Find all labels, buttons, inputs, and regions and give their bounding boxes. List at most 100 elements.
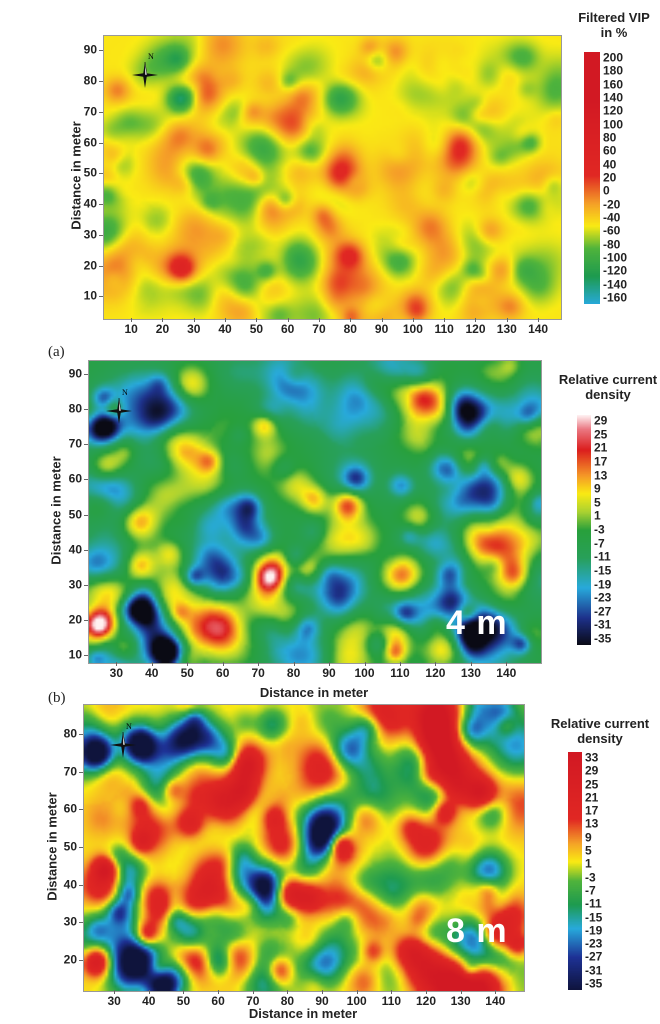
y-tick-label: 10 <box>83 288 97 303</box>
heatmap-canvas <box>89 361 541 663</box>
colorbar-tick-label: -7 <box>585 883 596 898</box>
y-tick-label: 80 <box>68 401 82 416</box>
x-tick-mark <box>183 990 185 994</box>
colorbar-tick-label: -120 <box>603 263 628 278</box>
x-tick-label: 80 <box>280 994 295 1008</box>
colorbar-tick-label: 1 <box>585 856 592 871</box>
colorbar-tick-label: 20 <box>603 170 617 185</box>
colorbar-tick-label: 9 <box>585 830 592 845</box>
y-tick-label: 40 <box>83 196 97 211</box>
y-tick-label: 30 <box>63 914 77 929</box>
colorbar-tick-label: 13 <box>585 816 599 831</box>
y-tick-label: 60 <box>83 135 97 150</box>
colorbar-tick-label: -3 <box>594 522 605 537</box>
colorbar-tick-label: -20 <box>603 197 621 212</box>
y-tick-label: 20 <box>68 612 82 627</box>
x-tick-label: 90 <box>315 994 329 1008</box>
x-tick-label: 100 <box>354 666 375 680</box>
x-tick-label: 100 <box>346 994 367 1008</box>
x-tick-label: 130 <box>460 666 481 680</box>
y-axis-label: Distance in meter <box>44 792 60 901</box>
x-tick-label: 40 <box>218 322 232 336</box>
x-tick-mark <box>329 662 331 666</box>
y-tick-mark <box>99 204 103 206</box>
y-tick-mark <box>84 444 88 446</box>
x-tick-label: 90 <box>374 322 389 336</box>
x-tick-label: 100 <box>402 322 423 336</box>
colorbar-tick-label: 29 <box>594 413 608 428</box>
colorbar <box>584 52 600 304</box>
colorbar-tick-label: 21 <box>594 440 608 455</box>
colorbar-title: Filtered VIP <box>578 10 650 25</box>
x-tick-mark <box>470 662 472 666</box>
panel-label-b: (b) <box>48 690 66 706</box>
north-arrow-label: N <box>126 722 132 731</box>
colorbar-tick-label: 180 <box>603 63 624 78</box>
x-tick-label: 60 <box>216 666 230 680</box>
colorbar-tick-label: -31 <box>585 963 603 978</box>
x-tick-label: 130 <box>450 994 471 1008</box>
x-tick-mark <box>116 662 118 666</box>
x-tick-mark <box>318 318 320 322</box>
y-tick-mark <box>99 81 103 83</box>
x-tick-mark <box>222 662 224 666</box>
x-tick-label: 120 <box>465 322 486 336</box>
x-tick-label: 50 <box>180 666 194 680</box>
colorbar-title: density <box>577 731 623 746</box>
colorbar-title: Relative current <box>550 716 650 731</box>
colorbar-tick-label: 9 <box>594 481 601 496</box>
colorbar-tick-label: -27 <box>585 949 603 964</box>
colorbar-tick-label: -140 <box>603 277 628 292</box>
north-arrow-icon <box>104 396 134 426</box>
y-tick-mark <box>79 809 83 811</box>
colorbar-tick-label: 0 <box>603 183 610 198</box>
colorbar-title: in % <box>600 25 628 40</box>
y-tick-label: 50 <box>68 507 82 521</box>
colorbar-tick-label: 160 <box>603 77 624 92</box>
depth-label: 8 m <box>446 912 508 950</box>
x-tick-mark <box>287 990 289 994</box>
colorbar-tick-label: -19 <box>585 923 603 938</box>
y-tick-label: 70 <box>63 764 77 779</box>
x-tick-mark <box>218 990 220 994</box>
y-tick-mark <box>99 142 103 144</box>
y-tick-mark <box>79 847 83 848</box>
colorbar-tick-label: 1 <box>594 508 601 523</box>
x-tick-label: 50 <box>176 994 191 1008</box>
colorbar-tick-label: 60 <box>603 143 617 158</box>
x-tick-label: 120 <box>425 666 446 680</box>
colorbar-tick-label: 25 <box>594 427 608 442</box>
north-arrow-label: N <box>148 52 154 61</box>
y-tick-mark <box>84 409 88 411</box>
x-tick-label: 140 <box>485 994 506 1008</box>
y-tick-label: 60 <box>68 471 82 486</box>
colorbar-tick-label: 17 <box>594 454 608 469</box>
y-tick-mark <box>99 111 103 113</box>
x-tick-mark <box>162 318 164 322</box>
x-tick-mark <box>381 318 383 322</box>
x-tick-mark <box>287 318 289 322</box>
colorbar-tick-label: 25 <box>585 777 599 792</box>
y-tick-label: 70 <box>83 104 97 119</box>
x-tick-mark <box>258 662 260 666</box>
x-tick-label: 50 <box>249 322 264 336</box>
x-tick-label: 40 <box>145 666 159 680</box>
x-tick-mark <box>538 318 540 322</box>
x-tick-label: 70 <box>312 322 326 336</box>
x-tick-mark <box>506 318 508 322</box>
y-tick-label: 80 <box>83 73 97 88</box>
north-arrow-label: N <box>122 388 128 397</box>
y-tick-mark <box>79 884 83 886</box>
y-axis-label: Distance in meter <box>68 121 84 230</box>
x-tick-label: 70 <box>246 994 260 1008</box>
y-tick-mark <box>84 619 88 621</box>
x-tick-mark <box>495 990 497 994</box>
y-tick-mark <box>99 265 103 267</box>
colorbar-tick-label: -100 <box>603 250 628 265</box>
x-tick-mark <box>460 990 462 994</box>
colorbar-tick-label: -19 <box>594 577 612 591</box>
y-tick-label: 80 <box>63 726 77 741</box>
y-tick-label: 20 <box>83 258 97 273</box>
colorbar-tick-label: -160 <box>603 290 628 305</box>
x-tick-label: 40 <box>142 994 156 1008</box>
